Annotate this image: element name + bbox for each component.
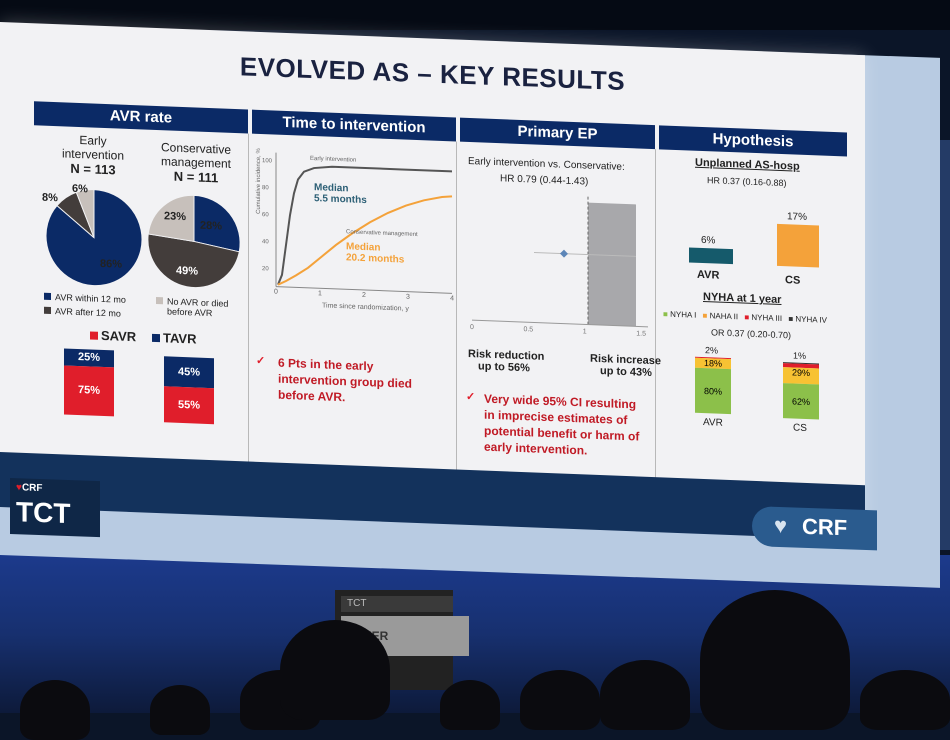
legend-swatch: ■	[744, 312, 750, 322]
conservative-savr-tavr-bar: 45% 55%	[164, 356, 214, 425]
avr-bar	[689, 247, 733, 265]
conservative-label: Conservative management N = 111	[160, 140, 232, 186]
y-ticks: 100 80 60 40 20	[262, 158, 273, 273]
legend-swatch	[156, 296, 163, 305]
primary-ep-panel: Early intervention vs. Conservative: HR …	[460, 141, 661, 488]
avr-rate-panel: Early intervention N = 113 Conservative …	[34, 125, 249, 472]
risk-reduction-label: Risk reduction up to 56%	[468, 347, 545, 375]
tavr-segment: 45%	[164, 356, 214, 388]
heart-icon: ♥	[774, 512, 788, 539]
legend-swatch: ■	[788, 314, 794, 324]
x-axis	[276, 286, 452, 294]
crf-small-logo: ♥CRF	[16, 482, 43, 495]
cons-49-label: 49%	[176, 264, 199, 278]
avr-nyha-iii-label: 2%	[705, 345, 719, 356]
legend-swatch	[90, 331, 98, 340]
audience-head	[150, 685, 210, 735]
time-to-intervention-panel: Cumulative incidence, % 100 80 60 40 20 …	[252, 133, 457, 480]
conservative-median: Median 20.2 months	[346, 241, 405, 266]
crf-wordmark: CRF	[802, 513, 848, 541]
legend-within: AVR within 12 mo	[44, 292, 126, 305]
nyha-i-segment: 80%	[695, 367, 731, 415]
primary-ep-comparison: Early intervention vs. Conservative:	[468, 155, 625, 173]
legend-swatch	[44, 306, 51, 314]
checkmark-icon: ✓	[256, 354, 266, 368]
cons-28-label: 28%	[200, 219, 223, 233]
nyha-legend: ■ NYHA I ■ NAHA II ■ NYHA III ■ NYHA IV	[663, 309, 827, 325]
audience-head	[860, 670, 950, 730]
conservative-pie-slice	[193, 194, 241, 253]
audience-head	[700, 590, 850, 730]
side-screen	[940, 140, 950, 550]
early-intervention-curve	[277, 165, 452, 286]
legend-swatch	[44, 292, 51, 300]
slide-title: EVOLVED AS – KEY RESULTS	[239, 51, 626, 97]
cumulative-incidence-chart	[275, 152, 453, 294]
podium-logo: TCT	[341, 596, 453, 612]
early-pie-chart	[45, 189, 143, 287]
conservative-pie-chart	[147, 194, 241, 289]
tct-wordmark: TCT	[16, 496, 71, 530]
savr-segment: 75%	[64, 364, 114, 417]
nyha-title: NYHA at 1 year	[703, 291, 782, 307]
legend-swatch: ■	[663, 309, 668, 319]
cs-bar-label: 17%	[787, 210, 808, 223]
audience-head	[440, 680, 500, 730]
legend-swatch: ■	[702, 310, 708, 321]
tavr-segment: 25%	[64, 348, 114, 367]
forest-x-axis	[472, 319, 648, 328]
early-8-label: 8%	[42, 191, 58, 205]
checkmark-icon: ✓	[466, 390, 476, 404]
audience-head	[20, 680, 90, 740]
early-6-label: 6%	[72, 182, 88, 196]
avr-stack-name: AVR	[703, 417, 723, 429]
conservative-management-curve	[277, 195, 453, 286]
cs-bar-name: CS	[785, 274, 801, 287]
hypothesis-panel: Unplanned AS-hosp HR 0.37 (0.16-0.88) 6%…	[659, 149, 847, 494]
primary-ep-hr: HR 0.79 (0.44-1.43)	[500, 173, 589, 188]
savr-segment: 55%	[164, 385, 214, 425]
cs-nyha-iv-label: 1%	[793, 350, 807, 361]
tavr-legend: TAVR	[152, 330, 196, 347]
nyha-ii-segment: 29%	[783, 367, 819, 385]
primary-ep-note: Very wide 95% CI resulting in imprecise …	[484, 391, 640, 458]
ceiling	[0, 0, 950, 30]
early-pie-slice	[75, 189, 95, 238]
avr-bar-name: AVR	[697, 268, 720, 282]
audience-head	[600, 660, 690, 730]
forest-plot	[472, 196, 648, 328]
risk-increase-region	[588, 202, 636, 327]
unplanned-hr: HR 0.37 (0.16-0.88)	[707, 175, 787, 189]
savr-legend: SAVR	[90, 327, 136, 344]
early-median: Median 5.5 months	[314, 182, 367, 207]
legend-after: AVR after 12 mo	[44, 306, 121, 319]
risk-increase-label: Risk increase up to 43%	[590, 352, 661, 380]
audience	[0, 560, 950, 740]
legend-none: No AVR or died before AVR	[156, 296, 228, 319]
time-note: 6 Pts in the early intervention group di…	[278, 355, 412, 405]
cs-bar	[777, 223, 819, 268]
nyha-i-segment: 62%	[783, 383, 819, 420]
nyha-or: OR 0.37 (0.20-0.70)	[711, 327, 792, 341]
cs-stack-name: CS	[793, 422, 807, 434]
cons-23-label: 23%	[164, 210, 187, 224]
ci-line	[534, 252, 636, 257]
crf-logo: ♥ CRF	[752, 506, 877, 551]
cs-nyha-stack: 29% 62%	[783, 362, 819, 420]
presentation-slide: EVOLVED AS – KEY RESULTS AVR rate Time t…	[0, 22, 865, 541]
avr-bar-label: 6%	[701, 234, 716, 247]
legend-swatch	[152, 333, 160, 343]
avr-nyha-stack: 18% 80%	[695, 356, 731, 415]
unplanned-bar-chart: 6% 17%	[679, 192, 839, 268]
early-86-label: 86%	[100, 257, 123, 271]
tct-logo: ♥CRF TCT	[10, 478, 100, 538]
conservative-pie-slice	[147, 233, 240, 289]
unplanned-title: Unplanned AS-hosp	[695, 156, 800, 173]
conservative-pie-slice	[147, 194, 195, 243]
early-label: Early intervention N = 113	[61, 133, 125, 178]
early-savr-tavr-bar: 25% 75%	[64, 348, 114, 417]
audience-head	[280, 620, 390, 720]
hr-point	[560, 249, 568, 258]
audience-head	[520, 670, 600, 730]
